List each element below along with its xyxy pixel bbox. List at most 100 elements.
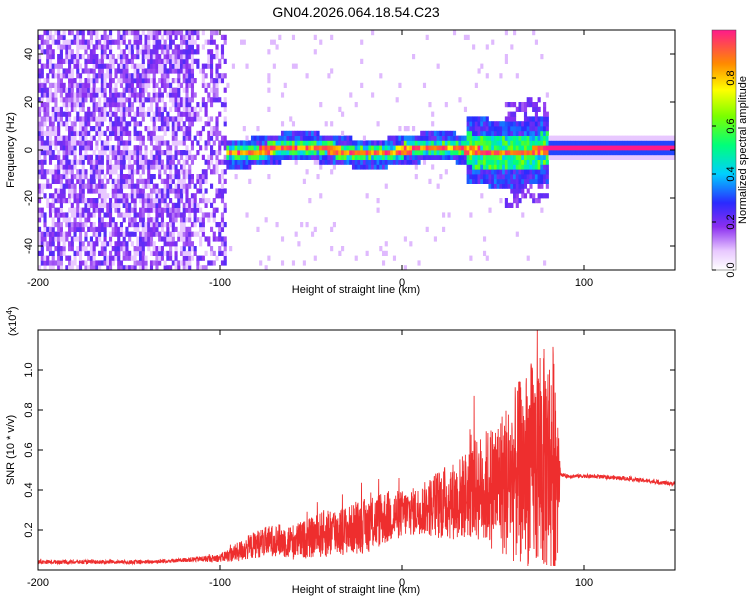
heatmap-cell — [54, 39, 58, 45]
heatmap-cell — [209, 212, 214, 218]
heatmap-cell — [581, 150, 585, 156]
heatmap-cell — [518, 145, 522, 151]
heatmap-cell — [119, 226, 124, 232]
heatmap-cell — [275, 135, 279, 141]
heatmap-cell — [114, 241, 118, 247]
heatmap-cell — [376, 145, 380, 151]
heatmap-cell — [76, 58, 80, 64]
heatmap-cell — [218, 193, 222, 199]
heatmap-cell — [152, 217, 156, 223]
heatmap-cell — [354, 140, 358, 146]
heatmap-cell — [95, 102, 99, 108]
heatmap-cell — [319, 102, 323, 108]
heatmap-cell — [215, 44, 219, 50]
heatmap-cell — [163, 236, 167, 242]
heatmap-cell — [78, 44, 83, 50]
heatmap-cell — [54, 169, 58, 175]
heatmap-cell — [466, 164, 470, 170]
heatmap-cell — [163, 102, 167, 108]
heatmap-cell — [149, 54, 154, 60]
heatmap-cell — [422, 154, 427, 160]
heatmap-cell — [139, 121, 143, 127]
heatmap-cell — [92, 97, 96, 103]
heatmap-cell — [152, 226, 156, 232]
heatmap-cell — [100, 130, 104, 136]
heatmap-cell — [98, 174, 102, 180]
heatmap-cell — [215, 135, 219, 141]
heatmap-cell — [81, 164, 85, 170]
heatmap-cell — [100, 198, 104, 204]
heatmap-cell — [139, 207, 143, 213]
heatmap-cell — [81, 116, 85, 122]
heatmap-cell — [155, 159, 159, 165]
heatmap-cell — [201, 154, 205, 160]
heatmap-cell — [128, 30, 132, 36]
heatmap-cell — [106, 68, 110, 74]
heatmap-cell — [155, 164, 159, 170]
heatmap-cell — [152, 63, 156, 69]
heatmap-cell — [89, 198, 93, 204]
heatmap-cell — [147, 30, 151, 36]
heatmap-cell — [125, 154, 129, 160]
heatmap-cell — [100, 246, 104, 252]
heatmap-cell — [193, 222, 197, 228]
heatmap-cell — [81, 82, 85, 88]
heatmap-cell — [477, 140, 481, 146]
heatmap-cell — [515, 178, 519, 184]
heatmap-cell — [450, 130, 454, 136]
heatmap-cell — [600, 145, 604, 151]
heatmap-cell — [638, 135, 642, 141]
heatmap-cell — [57, 126, 61, 132]
heatmap-cell — [108, 102, 113, 108]
heatmap-cell — [420, 140, 424, 146]
heatmap-cell — [390, 150, 394, 156]
heatmap-cell — [149, 202, 154, 208]
heatmap-cell — [204, 212, 208, 218]
heatmap-cell — [463, 145, 468, 151]
heatmap-cell — [128, 44, 132, 50]
heatmap-cell — [485, 135, 489, 141]
heatmap-cell — [182, 78, 186, 84]
heatmap-cell — [73, 164, 77, 170]
heatmap-cell — [114, 116, 118, 122]
heatmap-cell — [218, 63, 222, 69]
heatmap-cell — [215, 49, 219, 55]
heatmap-cell — [540, 174, 544, 180]
heatmap-cell — [504, 135, 508, 141]
heatmap-cell — [166, 121, 170, 127]
heatmap-cell — [278, 34, 282, 40]
heatmap-cell — [81, 193, 85, 199]
heatmap-cell — [106, 44, 110, 50]
heatmap-cell — [108, 265, 113, 270]
heatmap-cell — [160, 126, 164, 132]
heatmap-cell — [106, 135, 110, 141]
heatmap-cell — [95, 265, 99, 270]
heatmap-cell — [38, 150, 42, 156]
heatmap-cell — [201, 68, 205, 74]
heatmap-cell — [103, 198, 107, 204]
heatmap-cell — [488, 121, 492, 127]
heatmap-cell — [513, 116, 517, 122]
heatmap-cell — [106, 222, 110, 228]
heatmap-cell — [493, 121, 498, 127]
heatmap-cell — [308, 130, 312, 136]
heatmap-cell — [130, 217, 134, 223]
heatmap-cell — [95, 174, 99, 180]
heatmap-cell — [78, 222, 83, 228]
heatmap-cell — [54, 207, 58, 213]
heatmap-cell — [504, 154, 508, 160]
heatmap-cell — [144, 154, 148, 160]
heatmap-cell — [204, 140, 208, 146]
heatmap-cell — [171, 39, 175, 45]
heatmap-cell — [256, 154, 260, 160]
heatmap-cell — [174, 169, 178, 175]
heatmap-cell — [59, 260, 63, 266]
heatmap-cell — [209, 159, 214, 165]
heatmap-cell — [103, 226, 107, 232]
heatmap-cell — [485, 130, 489, 136]
heatmap-cell — [78, 73, 83, 79]
heatmap-cell — [73, 130, 77, 136]
heatmap-cell — [73, 121, 77, 127]
heatmap-cell — [185, 102, 189, 108]
heatmap-cell — [537, 140, 541, 146]
